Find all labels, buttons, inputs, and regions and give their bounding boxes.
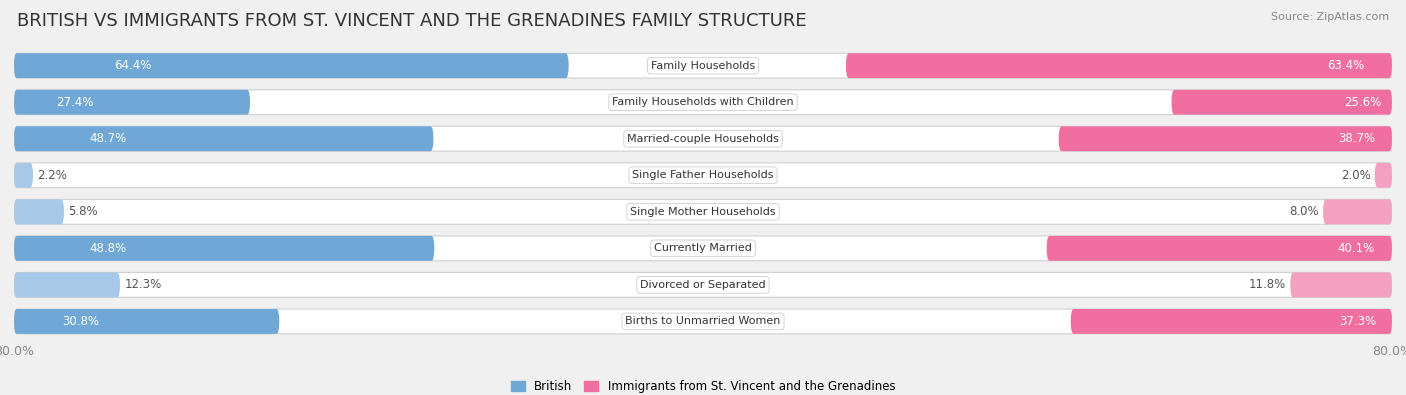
Text: Single Mother Households: Single Mother Households xyxy=(630,207,776,217)
FancyBboxPatch shape xyxy=(14,90,1392,115)
FancyBboxPatch shape xyxy=(14,163,32,188)
Text: Currently Married: Currently Married xyxy=(654,243,752,253)
FancyBboxPatch shape xyxy=(1046,236,1392,261)
FancyBboxPatch shape xyxy=(14,53,1392,78)
Text: Divorced or Separated: Divorced or Separated xyxy=(640,280,766,290)
FancyBboxPatch shape xyxy=(14,236,434,261)
FancyBboxPatch shape xyxy=(1059,126,1392,151)
FancyBboxPatch shape xyxy=(1323,199,1392,224)
FancyBboxPatch shape xyxy=(14,53,568,78)
FancyBboxPatch shape xyxy=(846,53,1392,78)
Text: 38.7%: 38.7% xyxy=(1339,132,1375,145)
Text: 8.0%: 8.0% xyxy=(1289,205,1319,218)
Text: 37.3%: 37.3% xyxy=(1339,315,1376,328)
FancyBboxPatch shape xyxy=(14,199,1392,224)
Text: Married-couple Households: Married-couple Households xyxy=(627,134,779,144)
Text: Source: ZipAtlas.com: Source: ZipAtlas.com xyxy=(1271,12,1389,22)
Text: 64.4%: 64.4% xyxy=(114,59,152,72)
FancyBboxPatch shape xyxy=(14,163,1392,188)
FancyBboxPatch shape xyxy=(14,236,1392,261)
FancyBboxPatch shape xyxy=(1071,309,1392,334)
Text: Family Households with Children: Family Households with Children xyxy=(612,97,794,107)
Text: Single Father Households: Single Father Households xyxy=(633,170,773,180)
FancyBboxPatch shape xyxy=(14,126,433,151)
Text: 30.8%: 30.8% xyxy=(62,315,98,328)
FancyBboxPatch shape xyxy=(14,273,120,297)
Text: Family Households: Family Households xyxy=(651,61,755,71)
Text: 27.4%: 27.4% xyxy=(56,96,94,109)
Text: 12.3%: 12.3% xyxy=(124,278,162,292)
Legend: British, Immigrants from St. Vincent and the Grenadines: British, Immigrants from St. Vincent and… xyxy=(506,376,900,395)
Text: 11.8%: 11.8% xyxy=(1249,278,1286,292)
Text: 40.1%: 40.1% xyxy=(1337,242,1375,255)
FancyBboxPatch shape xyxy=(14,309,280,334)
Text: 25.6%: 25.6% xyxy=(1344,96,1381,109)
Text: 2.2%: 2.2% xyxy=(38,169,67,182)
FancyBboxPatch shape xyxy=(14,309,1392,334)
Text: 48.7%: 48.7% xyxy=(90,132,127,145)
FancyBboxPatch shape xyxy=(1291,273,1392,297)
Text: Births to Unmarried Women: Births to Unmarried Women xyxy=(626,316,780,326)
Text: 5.8%: 5.8% xyxy=(69,205,98,218)
FancyBboxPatch shape xyxy=(14,199,65,224)
FancyBboxPatch shape xyxy=(1171,90,1392,115)
FancyBboxPatch shape xyxy=(14,90,250,115)
FancyBboxPatch shape xyxy=(14,273,1392,297)
Text: 2.0%: 2.0% xyxy=(1341,169,1371,182)
FancyBboxPatch shape xyxy=(1375,163,1392,188)
Text: 63.4%: 63.4% xyxy=(1327,59,1365,72)
Text: BRITISH VS IMMIGRANTS FROM ST. VINCENT AND THE GRENADINES FAMILY STRUCTURE: BRITISH VS IMMIGRANTS FROM ST. VINCENT A… xyxy=(17,12,807,30)
Text: 48.8%: 48.8% xyxy=(90,242,127,255)
FancyBboxPatch shape xyxy=(14,126,1392,151)
